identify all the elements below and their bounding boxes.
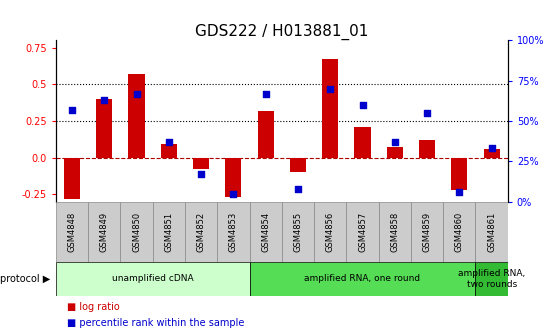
Text: GSM4857: GSM4857	[358, 212, 367, 252]
Bar	[451, 158, 468, 190]
Point	[100, 97, 109, 103]
Bar	[411, 202, 443, 262]
Bar	[387, 148, 403, 158]
Point	[196, 171, 205, 177]
Text: ■ percentile rank within the sample: ■ percentile rank within the sample	[67, 318, 244, 328]
Bar	[64, 158, 80, 199]
Text: GSM4855: GSM4855	[294, 212, 302, 252]
Text: amplified RNA,
two rounds: amplified RNA, two rounds	[458, 269, 525, 289]
Point	[165, 139, 174, 144]
Bar	[56, 262, 249, 296]
Text: GSM4849: GSM4849	[100, 212, 109, 252]
Text: ■ log ratio: ■ log ratio	[67, 302, 120, 312]
Bar	[161, 144, 177, 158]
Text: unamplified cDNA: unamplified cDNA	[112, 275, 194, 283]
Text: GSM4852: GSM4852	[196, 212, 205, 252]
Bar	[153, 202, 185, 262]
Bar	[475, 202, 508, 262]
Bar	[225, 158, 242, 197]
Bar	[419, 140, 435, 158]
Bar	[290, 158, 306, 172]
Point	[455, 189, 464, 195]
Bar	[121, 202, 153, 262]
Point	[68, 107, 76, 112]
Bar	[193, 158, 209, 169]
Text: GSM4861: GSM4861	[487, 212, 496, 252]
Bar	[484, 149, 500, 158]
Text: GSM4851: GSM4851	[164, 212, 174, 252]
Bar	[258, 111, 274, 158]
Bar	[314, 202, 347, 262]
Text: GSM4848: GSM4848	[68, 212, 76, 252]
Point	[229, 191, 238, 196]
Text: GSM4856: GSM4856	[326, 212, 335, 252]
Bar	[217, 202, 249, 262]
Bar	[322, 59, 338, 158]
Bar	[249, 262, 475, 296]
Title: GDS222 / H013881_01: GDS222 / H013881_01	[195, 24, 368, 40]
Bar	[354, 127, 371, 158]
Bar	[56, 202, 88, 262]
Point	[294, 186, 302, 192]
Bar	[282, 202, 314, 262]
Bar	[475, 262, 508, 296]
Bar	[249, 202, 282, 262]
Bar	[379, 202, 411, 262]
Bar	[88, 202, 121, 262]
Point	[261, 91, 270, 96]
Text: GSM4859: GSM4859	[422, 212, 431, 252]
Text: GSM4854: GSM4854	[261, 212, 270, 252]
Text: GSM4858: GSM4858	[390, 212, 400, 252]
Point	[358, 102, 367, 108]
Bar	[96, 99, 112, 158]
Bar	[347, 202, 379, 262]
Point	[132, 91, 141, 96]
Text: amplified RNA, one round: amplified RNA, one round	[305, 275, 421, 283]
Point	[422, 110, 431, 116]
Bar	[443, 202, 475, 262]
Text: GSM4850: GSM4850	[132, 212, 141, 252]
Bar	[128, 74, 145, 158]
Text: GSM4853: GSM4853	[229, 212, 238, 252]
Point	[391, 139, 400, 144]
Point	[487, 146, 496, 151]
Text: protocol ▶: protocol ▶	[0, 274, 50, 284]
Bar	[185, 202, 217, 262]
Text: GSM4860: GSM4860	[455, 212, 464, 252]
Point	[326, 86, 335, 91]
